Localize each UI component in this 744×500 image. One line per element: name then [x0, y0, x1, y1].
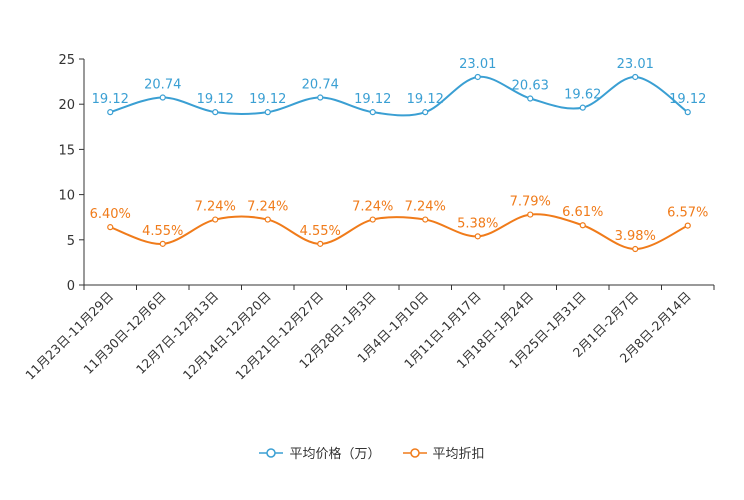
series-1-point	[317, 240, 324, 247]
series-1-point	[527, 211, 534, 218]
series-1-point	[369, 216, 376, 223]
x-tick-label: 11月23日-11月29日	[22, 289, 116, 383]
legend-discount-marker-icon	[402, 447, 427, 458]
legend-discount-label: 平均折扣	[432, 447, 485, 462]
series-0-data-label: 20.74	[144, 78, 181, 93]
series-1-point	[684, 222, 691, 229]
series-1-data-label: 7.24%	[247, 200, 288, 215]
y-tick-label: 25	[58, 53, 75, 68]
series-0-point	[527, 95, 534, 102]
legend-price-label: 平均价格（万）	[289, 447, 381, 462]
series-0-point	[422, 109, 429, 116]
series-0-data-label: 23.01	[617, 57, 654, 72]
series-0-point	[684, 109, 691, 116]
series-1-data-label: 7.24%	[405, 200, 446, 215]
series-0-data-label: 19.12	[197, 92, 234, 107]
series-0-point	[632, 73, 639, 81]
y-tick-label: 10	[58, 189, 75, 204]
series-0-data-label: 20.63	[512, 79, 549, 94]
x-tick-label: 12月14日-12月20日	[180, 289, 274, 383]
series-0-data-label: 19.12	[92, 92, 129, 107]
series-1-data-label: 7.24%	[195, 200, 236, 215]
legend-item-price[interactable]: 平均价格（万）	[259, 443, 381, 462]
series-1-data-label: 6.40%	[90, 207, 131, 222]
series-0-data-label: 23.01	[459, 57, 496, 72]
series-1-point	[159, 240, 166, 247]
legend-price-marker-icon	[259, 447, 284, 458]
y-tick-label: 15	[58, 143, 75, 158]
series-1-data-label: 4.55%	[300, 224, 341, 239]
y-tick-label: 5	[67, 234, 75, 249]
series-1-point	[632, 245, 639, 253]
y-tick-label: 0	[67, 279, 75, 294]
series-0-data-label: 19.12	[669, 92, 706, 107]
series-1-data-label: 6.57%	[667, 206, 708, 221]
series-0-data-label: 19.12	[407, 92, 444, 107]
series-0-data-label: 20.74	[302, 78, 339, 93]
series-0-point	[317, 94, 324, 101]
legend-item-discount[interactable]: 平均折扣	[402, 443, 485, 462]
series-1-data-label: 7.79%	[510, 195, 551, 210]
series-1-point	[422, 216, 429, 223]
series-1-line	[109, 213, 689, 251]
series-1-point	[212, 216, 219, 223]
x-tick-label: 12月21日-12月27日	[232, 289, 326, 383]
series-0-data-label: 19.62	[564, 88, 601, 103]
series-0-point	[369, 109, 376, 116]
series-1-point	[474, 233, 481, 240]
series-0-point	[264, 109, 271, 116]
series-1-point	[107, 224, 114, 231]
series-1-data-label: 4.55%	[142, 224, 183, 239]
series-0-data-label: 19.12	[249, 92, 286, 107]
series-0-point	[159, 94, 166, 101]
series-1-data-label: 3.98%	[615, 229, 656, 244]
legend: 平均价格（万） 平均折扣	[0, 443, 744, 462]
series-1-data-label: 6.61%	[562, 205, 603, 220]
y-tick-label: 20	[58, 98, 75, 113]
series-1-point	[579, 222, 586, 229]
series-0-point	[579, 104, 586, 111]
series-0-point	[212, 109, 219, 116]
series-0-data-label: 19.12	[354, 92, 391, 107]
series-0-point	[474, 73, 481, 81]
series-1-data-label: 5.38%	[457, 216, 498, 231]
series-0-point	[107, 109, 114, 116]
series-1-point	[264, 216, 271, 223]
series-1-data-label: 7.24%	[352, 200, 393, 215]
